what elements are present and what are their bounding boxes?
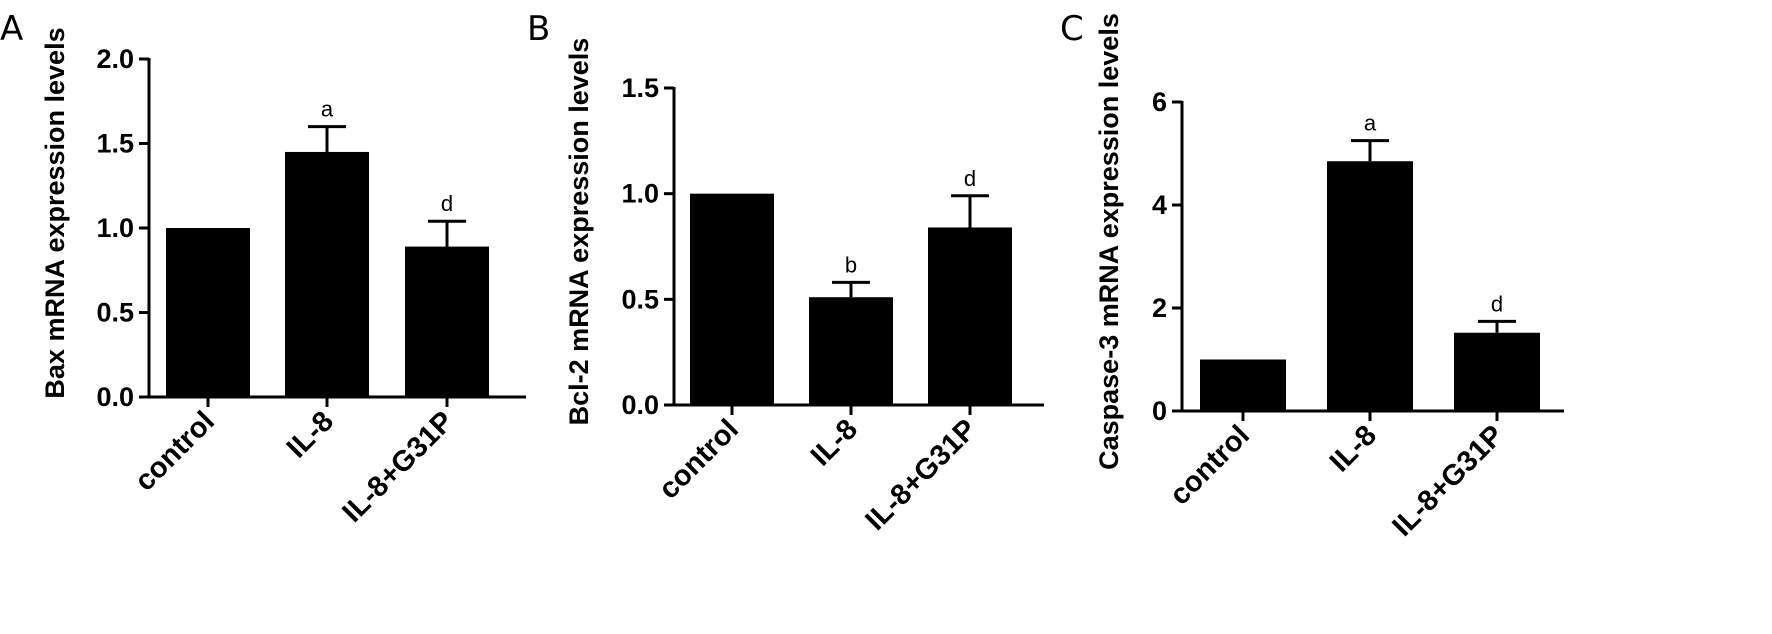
category-label: IL-8 — [1324, 419, 1383, 478]
category-label: control — [653, 413, 745, 505]
y-tick-label: 2.0 — [96, 44, 134, 74]
panel-c: C Caspase-3 mRNA expression levels 0 2 4 6 con… — [1060, 9, 1564, 543]
bar — [1200, 359, 1286, 411]
y-tick-label: 6 — [1152, 87, 1167, 117]
bar — [285, 151, 369, 397]
y-tick-label: 1.5 — [96, 129, 134, 159]
category-label: IL-8 — [281, 405, 340, 464]
y-tick-label: 1.0 — [621, 179, 659, 209]
y-tick-label: 4 — [1152, 190, 1167, 220]
significance-label: d — [964, 166, 976, 191]
category-label: control — [129, 405, 221, 497]
y-axis-label: Bax mRNA expression levels — [40, 27, 70, 398]
bar — [1454, 332, 1540, 411]
y-tick-label: 2 — [1152, 293, 1167, 323]
bar — [1327, 161, 1413, 411]
y-tick-label: 1.5 — [621, 73, 659, 103]
y-tick-label: 0 — [1152, 396, 1167, 426]
bar — [405, 246, 489, 397]
panel-a: A Bax mRNA expression levels 0.0 0.5 1.0 1.5 2… — [0, 9, 526, 529]
category-label: IL-8+G31P — [336, 405, 460, 529]
bar — [928, 227, 1012, 405]
panel-letter: C — [1060, 9, 1084, 49]
significance-label: a — [321, 97, 334, 122]
category-label: control — [1164, 419, 1256, 511]
category-label: IL-8 — [805, 413, 864, 472]
significance-label: d — [441, 191, 453, 216]
y-tick-label: 0.5 — [96, 298, 134, 328]
panel-letter: A — [0, 9, 23, 49]
y-tick-label: 0.0 — [621, 390, 659, 420]
y-axis-label: Bcl-2 mRNA expression levels — [564, 38, 594, 426]
y-tick-label: 1.0 — [96, 213, 134, 243]
panel-letter: B — [527, 9, 550, 49]
significance-label: a — [1364, 111, 1377, 136]
significance-label: b — [845, 252, 857, 277]
category-label: IL-8+G31P — [1386, 419, 1510, 543]
bar — [166, 228, 250, 397]
y-tick-label: 0.0 — [96, 382, 134, 412]
category-label: IL-8+G31P — [859, 413, 983, 537]
y-tick-label: 0.5 — [621, 284, 659, 314]
panel-b: B Bcl-2 mRNA expression levels 0.0 0.5 1.0 1.… — [527, 9, 1044, 537]
y-axis-label: Caspase-3 mRNA expression levels — [1094, 13, 1124, 470]
significance-label: d — [1491, 291, 1503, 316]
bar — [690, 193, 774, 405]
bar — [809, 297, 893, 405]
